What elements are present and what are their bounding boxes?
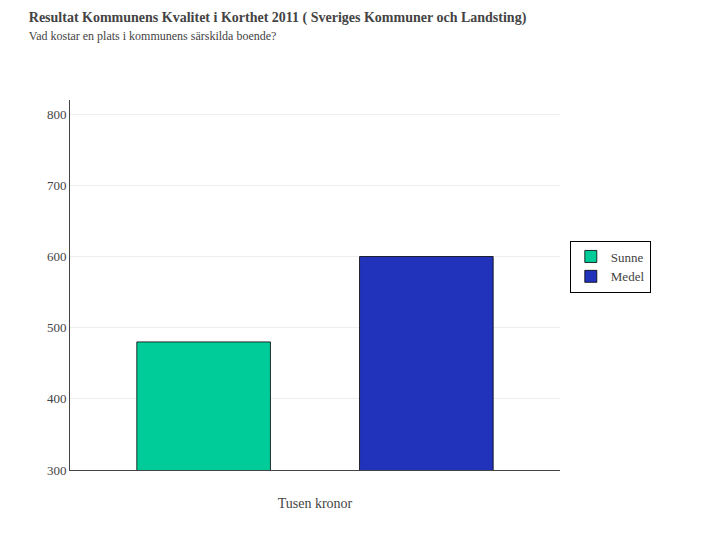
svg-text:Sunne: Sunne	[611, 250, 644, 265]
svg-text:Tusen kronor: Tusen kronor	[278, 496, 353, 511]
svg-text:800: 800	[47, 107, 67, 122]
svg-text:Medel: Medel	[611, 269, 645, 284]
svg-text:300: 300	[47, 463, 67, 478]
svg-text:400: 400	[47, 391, 67, 406]
svg-text:Resultat Kommunens Kvalitet i: Resultat Kommunens Kvalitet i Korthet 20…	[29, 10, 527, 43]
svg-text:700: 700	[47, 178, 67, 193]
svg-text:500: 500	[47, 320, 67, 335]
svg-text:600: 600	[47, 249, 67, 264]
